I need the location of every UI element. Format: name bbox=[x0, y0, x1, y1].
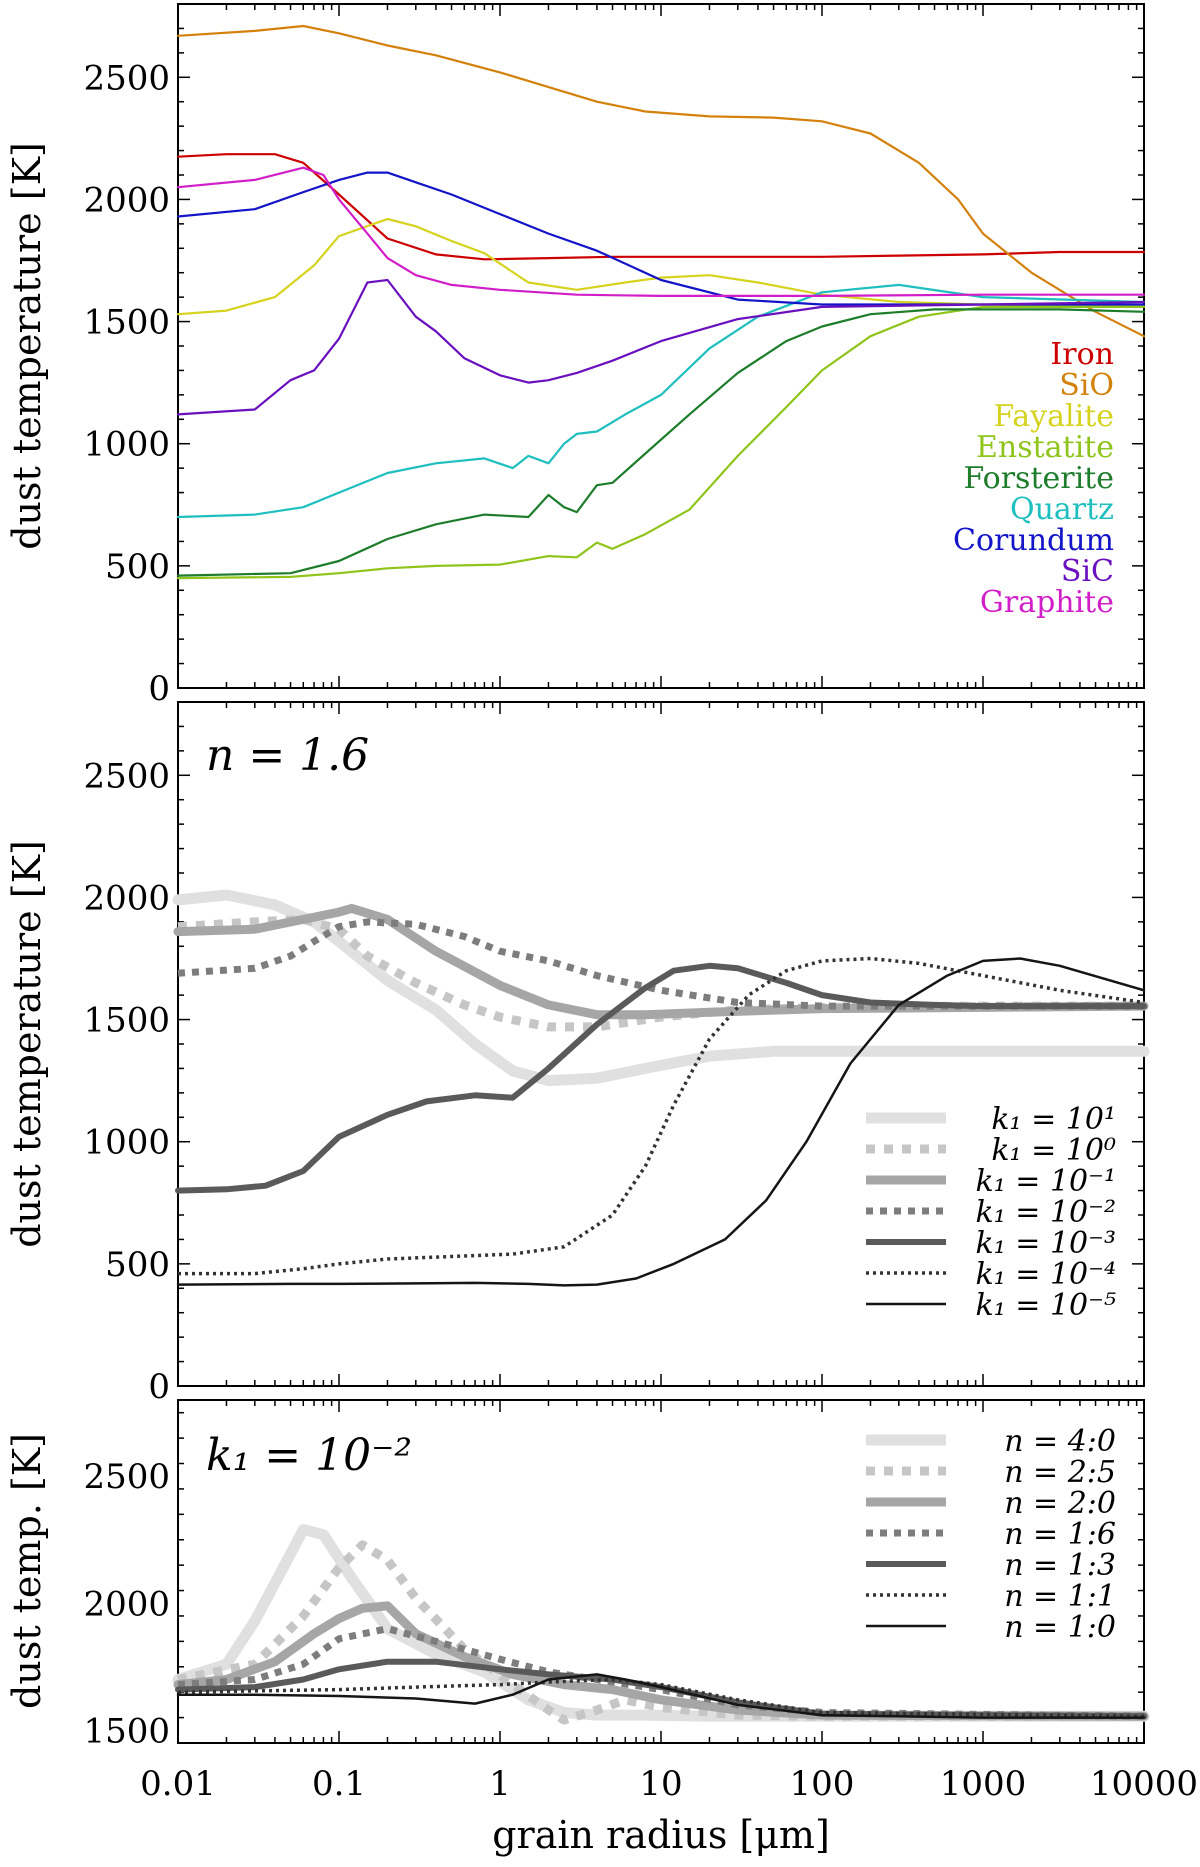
legend-entry: k₁ = 10⁻² bbox=[976, 1195, 1116, 1230]
series-line-iron bbox=[176, 153, 1146, 261]
y-tick-label: 1500 bbox=[83, 1711, 170, 1751]
series-line-sic bbox=[176, 278, 1146, 416]
series-line-n-1-3 bbox=[175, 1658, 1147, 1720]
legend-entry: n = 1:3 bbox=[1004, 1548, 1116, 1583]
legend-entry: n = 2:5 bbox=[1004, 1455, 1116, 1490]
legend-entry: n = 1:6 bbox=[1004, 1517, 1116, 1552]
panel-2-series bbox=[172, 889, 1150, 1287]
legend-entry: Corundum bbox=[953, 523, 1114, 558]
series-line-sio bbox=[176, 24, 1146, 338]
panel-2-ylabel: dust temperature [K] bbox=[5, 840, 49, 1248]
x-tick-label: 100 bbox=[790, 1764, 855, 1804]
legend-entry: Enstatite bbox=[976, 430, 1114, 465]
legend-entry: Fayalite bbox=[994, 399, 1115, 434]
legend-entry: n = 4:0 bbox=[1004, 1424, 1116, 1459]
panel-1-ticks: 0 500 1000 1500 2000 2500 bbox=[83, 3, 1145, 709]
series-line-k-10- bbox=[173, 903, 1149, 1020]
legend-entry: SiC bbox=[1061, 554, 1114, 589]
legend-entry: k₁ = 10⁻¹ bbox=[976, 1164, 1116, 1199]
series-line-corundum bbox=[176, 171, 1146, 306]
legend-entry: k₁ = 10⁻⁴ bbox=[976, 1257, 1116, 1292]
y-tick-label: 2500 bbox=[83, 1457, 170, 1497]
y-tick-label: 2500 bbox=[83, 58, 170, 98]
y-tick-label: 2000 bbox=[83, 878, 170, 918]
legend-entry: n = 2:0 bbox=[1004, 1486, 1116, 1521]
panel-3-series bbox=[172, 1524, 1150, 1725]
legend-entry: Quartz bbox=[1010, 492, 1114, 527]
panel-3-ticks: 1500 2000 2500 bbox=[83, 1400, 1145, 1751]
legend-entry: n = 1:1 bbox=[1004, 1579, 1116, 1614]
series-line-graphite bbox=[176, 166, 1146, 297]
y-tick-label: 0 bbox=[148, 1367, 170, 1407]
legend-entry: k₁ = 10⁻³ bbox=[976, 1226, 1116, 1261]
panel-2-ticks: 0 500 1000 1500 2000 2500 bbox=[83, 701, 1145, 1407]
legend-entry: Graphite bbox=[980, 585, 1114, 620]
y-tick-label: 500 bbox=[105, 547, 170, 587]
x-tick-labels: 0.01 0.1 1 10 100 1000 10000 bbox=[140, 1764, 1198, 1804]
y-tick-label: 1000 bbox=[83, 425, 170, 465]
x-tick-label: 10000 bbox=[1090, 1764, 1198, 1804]
x-tick-label: 1000 bbox=[940, 1764, 1027, 1804]
series-line-n-2-0 bbox=[173, 1601, 1149, 1721]
x-axis-label: grain radius [μm] bbox=[492, 1813, 830, 1857]
panel-1-ylabel: dust temperature [K] bbox=[5, 142, 49, 550]
y-tick-label: 2000 bbox=[83, 1584, 170, 1624]
series-line-k-10- bbox=[177, 918, 1144, 1010]
x-tick-label: 0.1 bbox=[312, 1764, 366, 1804]
panel-2-annotation: n = 1.6 bbox=[206, 730, 369, 781]
legend-entry: Iron bbox=[1050, 337, 1114, 372]
series-line-k-10- bbox=[175, 962, 1147, 1194]
legend-entry: k₁ = 10¹ bbox=[991, 1102, 1116, 1137]
panel-1-legend: IronSiOFayaliteEnstatiteForsteriteQuartz… bbox=[953, 337, 1114, 620]
x-tick-label: 10 bbox=[639, 1764, 682, 1804]
panel-3-legend: n = 4:0n = 2:5n = 2:0n = 1:6n = 1:3n = 1… bbox=[866, 1424, 1116, 1645]
series-line-fayalite bbox=[176, 217, 1146, 316]
legend-entry: k₁ = 10⁰ bbox=[991, 1133, 1116, 1168]
series-line-k-10- bbox=[178, 956, 1145, 1276]
y-tick-label: 1500 bbox=[83, 303, 170, 343]
legend-entry: Forsterite bbox=[963, 461, 1114, 496]
y-tick-label: 0 bbox=[148, 669, 170, 709]
series-line-n-1-1 bbox=[177, 1677, 1145, 1719]
series-line-n-2-5 bbox=[177, 1540, 1144, 1725]
panel-3-ylabel: dust temp. [K] bbox=[5, 1433, 49, 1709]
series-line-enstatite bbox=[176, 305, 1146, 580]
y-tick-label: 2500 bbox=[83, 756, 170, 796]
series-line-k-10- bbox=[177, 914, 1144, 1032]
series-line-n-1-0 bbox=[176, 1673, 1146, 1719]
series-line-forsterite bbox=[176, 308, 1146, 577]
x-tick-label: 1 bbox=[489, 1764, 511, 1804]
panel-3-annotation: k₁ = 10⁻² bbox=[206, 1430, 412, 1481]
legend-entry: k₁ = 10⁻⁵ bbox=[976, 1288, 1116, 1323]
panel-materials: 0 500 1000 1500 2000 2500 IronSiOFayaliteEnst… bbox=[5, 3, 1146, 709]
y-tick-label: 500 bbox=[105, 1245, 170, 1285]
panel-1-series bbox=[176, 24, 1146, 580]
series-line-quartz bbox=[176, 283, 1146, 519]
y-tick-label: 1500 bbox=[83, 1001, 170, 1041]
y-tick-label: 2000 bbox=[83, 180, 170, 220]
series-line-k-10- bbox=[176, 957, 1146, 1287]
y-tick-label: 1000 bbox=[83, 1123, 170, 1163]
legend-entry: SiO bbox=[1059, 368, 1114, 403]
x-tick-label: 0.01 bbox=[140, 1764, 216, 1804]
legend-entry: n = 1:0 bbox=[1004, 1610, 1116, 1645]
